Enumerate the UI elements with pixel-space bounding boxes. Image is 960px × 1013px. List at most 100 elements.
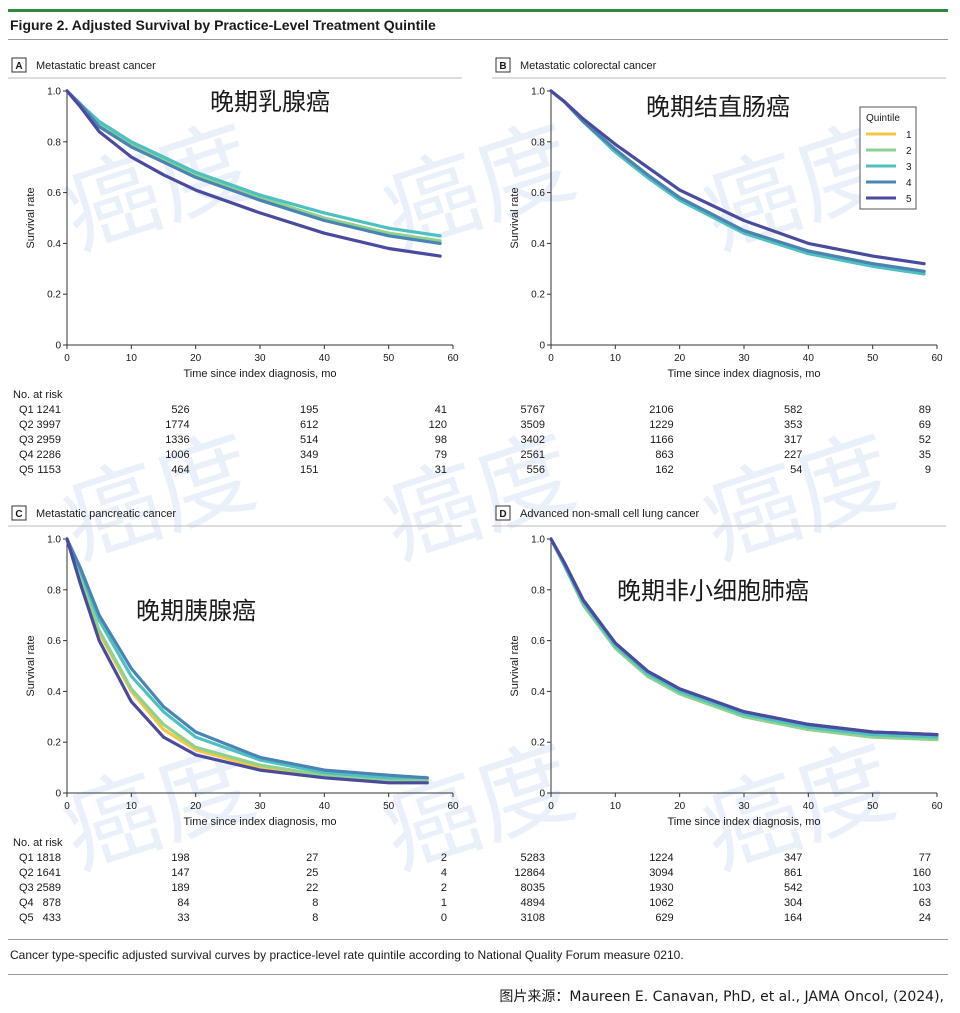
legend-label-q1: 1 — [906, 130, 912, 141]
risk-quintile-label: Q1 — [19, 852, 34, 864]
risk-value: 433 — [42, 912, 61, 924]
risk-header: No. at risk — [0, 389, 470, 404]
y-tick-label: 0.8 — [531, 137, 545, 148]
figure-title: Figure 2. Adjusted Survival by Practice-… — [10, 17, 436, 33]
y-tick-label: 0.2 — [47, 290, 61, 301]
risk-value: 164 — [783, 912, 803, 924]
risk-row-q5: Q5 1153 464 151 31 — [0, 464, 470, 479]
series-line-q5 — [65, 89, 442, 258]
figure-caption: Cancer type-specific adjusted survival c… — [10, 948, 684, 962]
y-axis-label: Survival rate — [25, 635, 37, 696]
risk-value: 4 — [440, 867, 447, 879]
risk-value: 1641 — [36, 867, 61, 879]
x-tick-label: 20 — [190, 801, 202, 812]
series-line-q5 — [549, 537, 939, 737]
risk-value: 89 — [918, 404, 931, 416]
risk-value: 1774 — [165, 419, 190, 431]
risk-value: 12864 — [514, 867, 545, 879]
x-tick-label: 10 — [126, 801, 138, 812]
risk-value: 63 — [918, 897, 931, 909]
risk-value: 31 — [434, 464, 447, 476]
risk-value: 3402 — [520, 434, 545, 446]
risk-value: 8 — [312, 912, 319, 924]
x-tick-label: 30 — [254, 353, 266, 364]
y-tick-label: 0.8 — [531, 585, 545, 596]
title-divider — [8, 39, 948, 40]
risk-quintile-label: Q4 — [19, 897, 34, 909]
risk-value: 5283 — [520, 852, 545, 864]
source-divider — [8, 974, 948, 975]
risk-quintile-label: Q4 — [19, 449, 34, 461]
x-tick-label: 30 — [738, 353, 750, 364]
risk-value: 3997 — [36, 419, 61, 431]
y-tick-label: 0.4 — [47, 239, 61, 250]
risk-value: 542 — [783, 882, 803, 894]
panel-a-chart: A Metastatic breast cancer 0 0.2 0.4 0.6 0.8 1.… — [8, 57, 462, 380]
risk-row-q2: 12864 3094 861 160 — [484, 867, 954, 882]
x-tick-label: 30 — [738, 801, 750, 812]
risk-value: 4894 — [520, 897, 545, 909]
risk-row-q2: Q2 3997 1774 612 120 — [0, 419, 470, 434]
panel-letter: C — [15, 509, 22, 520]
risk-value: 79 — [434, 449, 447, 461]
risk-value: 195 — [299, 404, 319, 416]
chart-annotation: 晚期乳腺癌 — [210, 89, 330, 116]
risk-row-q4: Q4 2286 1006 349 79 — [0, 449, 470, 464]
y-axis-label: Survival rate — [509, 635, 521, 696]
risk-row-q5: 556 162 54 9 — [484, 464, 954, 479]
risk-value: 0 — [440, 912, 447, 924]
y-axis-label: Survival rate — [25, 187, 37, 248]
risk-header: No. at risk — [0, 837, 470, 852]
risk-value: 2959 — [36, 434, 61, 446]
y-tick-label: 0.6 — [531, 188, 545, 199]
y-tick-label: 1.0 — [47, 87, 61, 98]
panel-letter-box — [11, 505, 27, 521]
risk-value: 120 — [428, 419, 447, 431]
risk-value: 27 — [306, 852, 319, 864]
risk-row-q5: Q5 433 33 8 0 — [0, 912, 470, 927]
x-tick-label: 30 — [254, 801, 266, 812]
x-axis-label: Time since index diagnosis, mo — [183, 816, 336, 828]
risk-value: 189 — [171, 882, 190, 894]
x-tick-label: 40 — [803, 353, 815, 364]
risk-value: 98 — [434, 434, 447, 446]
risk-value: 198 — [171, 852, 190, 864]
series-line-q4 — [65, 89, 442, 245]
x-tick-label: 60 — [931, 801, 943, 812]
x-tick-label: 20 — [190, 353, 202, 364]
risk-value: 1166 — [650, 434, 674, 446]
risk-value: 162 — [655, 464, 674, 476]
y-tick-label: 0.6 — [47, 188, 61, 199]
y-tick-label: 0.2 — [47, 738, 61, 749]
risk-value: 347 — [783, 852, 803, 864]
x-axis-label: Time since index diagnosis, mo — [667, 816, 820, 828]
caption-divider — [8, 939, 948, 940]
risk-table-c: No. at risk Q1 1818 198 27 2 Q2 1641 147 25 4 Q3 258… — [0, 837, 480, 927]
risk-table-d: 5283 1224 347 77 12864 3094 861 160 8035 1930 542 1… — [484, 837, 960, 927]
x-axis-label: Time since index diagnosis, mo — [183, 368, 336, 380]
panel-letter-box — [11, 57, 27, 73]
risk-value: 9 — [924, 464, 931, 476]
y-tick-label: 0.8 — [47, 585, 61, 596]
risk-value: 25 — [306, 867, 319, 879]
risk-quintile-label: Q2 — [19, 419, 34, 431]
risk-value: 556 — [526, 464, 545, 476]
series-line-q5 — [549, 89, 926, 266]
x-tick-label: 50 — [383, 801, 395, 812]
risk-quintile-label: Q3 — [19, 434, 34, 446]
risk-row-q3: Q3 2959 1336 514 98 — [0, 434, 470, 449]
risk-quintile-label: Q3 — [19, 882, 34, 894]
risk-row-q4: 4894 1062 304 63 — [484, 897, 954, 912]
risk-value: 464 — [171, 464, 190, 476]
x-tick-label: 40 — [319, 801, 331, 812]
risk-value: 52 — [918, 434, 931, 446]
risk-value: 8035 — [520, 882, 545, 894]
y-tick-label: 0 — [539, 341, 545, 352]
series-line-q3 — [65, 89, 442, 238]
chart-annotation: 晚期非小细胞肺癌 — [617, 578, 809, 605]
y-tick-label: 0.2 — [531, 290, 545, 301]
x-tick-label: 60 — [931, 353, 943, 364]
risk-value: 33 — [177, 912, 190, 924]
x-tick-label: 40 — [803, 801, 815, 812]
risk-value: 147 — [171, 867, 190, 879]
